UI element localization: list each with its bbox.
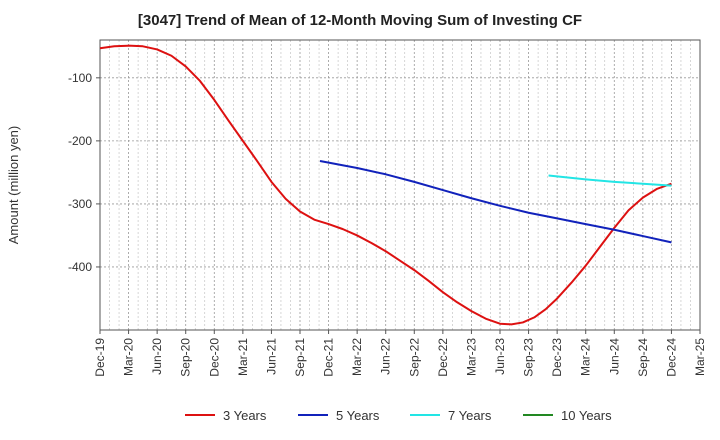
- x-tick-label: Mar-21: [236, 338, 250, 376]
- x-tick-label: Mar-25: [693, 338, 707, 376]
- chart-title: [3047] Trend of Mean of 12-Month Moving …: [137, 12, 583, 29]
- x-tick-label: Sep-24: [636, 338, 650, 377]
- x-tick-label: Mar-22: [350, 338, 364, 376]
- x-tick-label: Mar-20: [122, 338, 136, 376]
- y-tick-label: -200: [68, 134, 92, 148]
- series-line-7-years: [548, 174, 672, 187]
- series-line-3-years: [99, 44, 672, 326]
- grid-layer: [99, 40, 701, 330]
- y-tick-label: -100: [68, 71, 92, 85]
- series-layer: [99, 44, 672, 326]
- x-tick-label: Dec-21: [322, 338, 336, 377]
- x-tick-label: Dec-22: [436, 338, 450, 377]
- legend-label: 7 Years: [448, 408, 492, 423]
- x-tick-label: Dec-19: [93, 338, 107, 377]
- x-tick-label: Dec-24: [664, 338, 678, 377]
- series-line-5-years: [319, 160, 672, 244]
- x-tick-label: Mar-23: [464, 338, 478, 376]
- plot-frame: [99, 39, 701, 331]
- x-tick-label: Sep-23: [522, 338, 536, 377]
- legend: 3 Years 5 Years 7 Years 10 Years: [185, 408, 612, 423]
- x-tick-label: Dec-20: [207, 338, 221, 377]
- x-tick-label: Jun-22: [379, 338, 393, 375]
- y-tick-label: -300: [68, 197, 92, 211]
- legend-label: 3 Years: [223, 408, 267, 423]
- x-tick-label: Sep-20: [179, 338, 193, 377]
- x-tick-label: Jun-21: [264, 338, 278, 375]
- legend-label: 5 Years: [336, 408, 380, 423]
- x-tick-label: Jun-24: [607, 338, 621, 375]
- legend-label: 10 Years: [561, 408, 612, 423]
- x-tick-label: Jun-20: [150, 338, 164, 375]
- y-axis: -100 -200 -300 -400: [68, 71, 100, 274]
- x-tick-label: Dec-23: [550, 338, 564, 377]
- x-tick-label: Jun-23: [493, 338, 507, 375]
- y-tick-label: -400: [68, 260, 92, 274]
- x-tick-label: Sep-22: [407, 338, 421, 377]
- x-tick-label: Mar-24: [579, 338, 593, 376]
- y-axis-title: Amount (million yen): [6, 126, 21, 245]
- x-tick-label: Sep-21: [293, 338, 307, 377]
- x-axis: Dec-19 Mar-20 Jun-20 Sep-20 Dec-20 Mar-21 Jun-…: [93, 330, 707, 377]
